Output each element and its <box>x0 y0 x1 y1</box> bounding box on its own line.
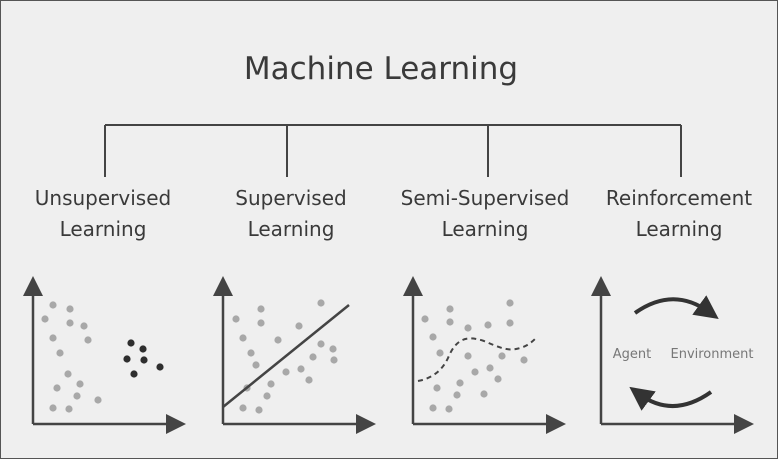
branch-label-unsupervised: Unsupervised <box>35 186 171 210</box>
data-point <box>49 301 57 309</box>
branch-label-supervised-2: Learning <box>248 217 335 241</box>
branch-label-semi-supervised: Semi-Supervised <box>401 186 570 210</box>
data-point <box>267 380 275 388</box>
data-point <box>49 404 57 412</box>
cluster-point <box>123 355 131 363</box>
data-point <box>453 391 461 399</box>
data-point <box>66 319 74 327</box>
data-point <box>317 340 325 348</box>
branch-label-reinforcement: Reinforcement <box>606 186 752 210</box>
data-point <box>445 405 453 413</box>
data-point <box>282 368 290 376</box>
cluster-point <box>140 356 148 364</box>
data-point <box>309 353 317 361</box>
branch-label-unsupervised-2: Learning <box>60 217 147 241</box>
environment-label: Environment <box>670 347 753 362</box>
plot-axes-2 <box>403 276 566 434</box>
branch-label-supervised: Supervised <box>235 186 346 210</box>
data-point <box>456 379 464 387</box>
data-point <box>471 368 479 376</box>
cluster-point <box>139 345 147 353</box>
data-point <box>84 336 92 344</box>
data-point <box>421 315 429 323</box>
data-point <box>446 318 454 326</box>
data-point <box>76 380 84 388</box>
data-point <box>56 349 64 357</box>
plot-axes-3 <box>591 276 754 434</box>
cluster-point <box>127 339 135 347</box>
data-point <box>305 376 313 384</box>
data-point <box>446 305 454 313</box>
data-point <box>49 334 57 342</box>
data-point <box>297 365 305 373</box>
data-point <box>41 315 49 323</box>
data-point <box>494 375 502 383</box>
data-point <box>64 370 72 378</box>
data-point <box>484 321 492 329</box>
data-point <box>486 364 494 372</box>
data-point <box>330 356 338 364</box>
data-point <box>239 404 247 412</box>
data-point <box>433 384 441 392</box>
data-point <box>232 315 240 323</box>
data-point <box>239 334 247 342</box>
data-point <box>436 349 444 357</box>
plot-axes-0 <box>23 276 186 434</box>
data-point <box>506 299 514 307</box>
agent-label: Agent <box>613 347 651 362</box>
data-point <box>498 352 506 360</box>
data-point <box>520 356 528 364</box>
data-point <box>329 345 337 353</box>
data-point <box>274 336 282 344</box>
data-point <box>464 324 472 332</box>
data-point <box>263 392 271 400</box>
cluster-point <box>156 363 164 371</box>
page-title: Machine Learning <box>244 51 518 87</box>
data-point <box>80 322 88 330</box>
data-point <box>257 305 265 313</box>
data-point <box>295 322 303 330</box>
data-point <box>247 349 255 357</box>
regression-line <box>222 304 350 408</box>
data-point <box>252 361 260 369</box>
data-point <box>429 333 437 341</box>
arrow-to-environment-icon <box>633 295 719 320</box>
data-point <box>480 390 488 398</box>
data-point <box>506 319 514 327</box>
data-point <box>464 352 472 360</box>
cluster-point <box>130 370 138 378</box>
tree-connector <box>104 124 682 177</box>
branch-label-semi-supervised-2: Learning <box>442 217 529 241</box>
arrow-to-agent-icon <box>629 386 713 411</box>
data-point <box>429 404 437 412</box>
data-point <box>255 406 263 414</box>
data-point <box>66 305 74 313</box>
data-point <box>65 405 73 413</box>
data-point <box>53 384 61 392</box>
decision-boundary <box>417 337 537 382</box>
data-point <box>73 392 81 400</box>
branch-label-reinforcement-2: Learning <box>636 217 723 241</box>
data-point <box>94 396 102 404</box>
plot-axes-1 <box>213 276 376 434</box>
data-point <box>317 299 325 307</box>
data-point <box>257 319 265 327</box>
